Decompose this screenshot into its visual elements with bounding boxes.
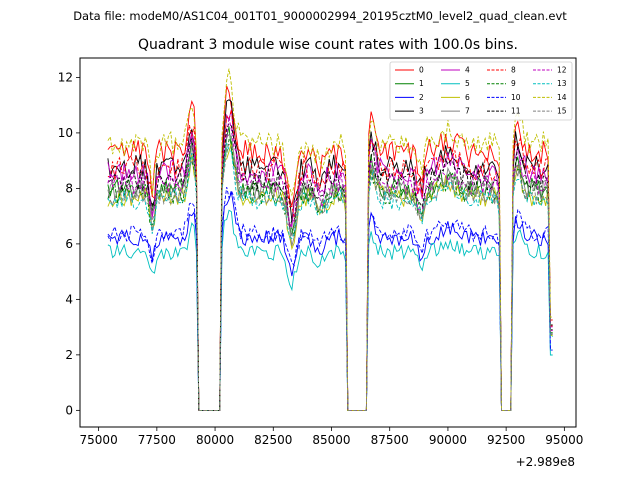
- y-tick-label: 0: [65, 403, 73, 417]
- y-tick-label: 10: [58, 126, 73, 140]
- legend-label-3: 3: [419, 107, 424, 116]
- y-axis: 0 2 4 6 8 10 12: [58, 70, 80, 417]
- x-offset-label: +2.989e8: [516, 455, 575, 469]
- legend-label-7: 7: [465, 107, 470, 116]
- series-line-2: [107, 192, 553, 411]
- figure-suptitle: Data file: modeM0/AS1C04_001T01_90000029…: [73, 9, 567, 23]
- series-line-11: [107, 123, 553, 411]
- legend-box: [389, 61, 573, 121]
- x-tick-label: 80000: [196, 433, 234, 447]
- x-axis: 75000 77500 80000 82500 85000 87500 90000 92500…: [80, 427, 583, 447]
- y-tick-label: 2: [65, 348, 73, 362]
- series-line-10: [107, 187, 553, 411]
- series-line-13: [107, 143, 553, 411]
- x-tick-label: 77500: [138, 433, 176, 447]
- series-line-12: [107, 116, 553, 411]
- x-tick-label: 75000: [80, 433, 118, 447]
- plot-lines: [107, 68, 553, 411]
- legend-label-14: 14: [557, 93, 567, 102]
- legend-label-13: 13: [557, 79, 567, 88]
- series-line-15: [107, 143, 553, 411]
- x-tick-label: 92500: [487, 433, 525, 447]
- legend-label-15: 15: [557, 107, 567, 116]
- x-tick-label: 87500: [371, 433, 409, 447]
- x-tick-label: 95000: [545, 433, 583, 447]
- series-line-4: [107, 109, 553, 411]
- series-line-8: [107, 109, 553, 411]
- y-tick-label: 6: [65, 237, 73, 251]
- x-tick-label: 90000: [429, 433, 467, 447]
- legend-label-5: 5: [465, 79, 470, 88]
- y-tick-label: 4: [65, 292, 73, 306]
- legend-label-1: 1: [419, 79, 424, 88]
- series-line-0: [107, 85, 553, 411]
- legend-label-11: 11: [511, 107, 521, 116]
- legend-label-10: 10: [511, 93, 521, 102]
- legend-label-4: 4: [465, 66, 470, 75]
- legend-label-12: 12: [557, 66, 567, 75]
- legend-label-0: 0: [419, 66, 424, 75]
- x-tick-label: 82500: [254, 433, 292, 447]
- y-tick-label: 12: [58, 70, 73, 84]
- series-line-5: [107, 209, 553, 411]
- series-line-14: [107, 68, 553, 411]
- legend-label-8: 8: [511, 66, 516, 75]
- x-tick-label: 85000: [312, 433, 350, 447]
- plot-frame: [79, 57, 577, 428]
- series-line-9: [107, 138, 553, 411]
- y-tick-label: 8: [65, 181, 73, 195]
- legend-label-9: 9: [511, 79, 516, 88]
- legend-label-2: 2: [419, 93, 424, 102]
- series-line-6: [107, 142, 553, 411]
- chart-title: Quadrant 3 module wise count rates with …: [138, 37, 518, 53]
- legend-label-6: 6: [465, 93, 470, 102]
